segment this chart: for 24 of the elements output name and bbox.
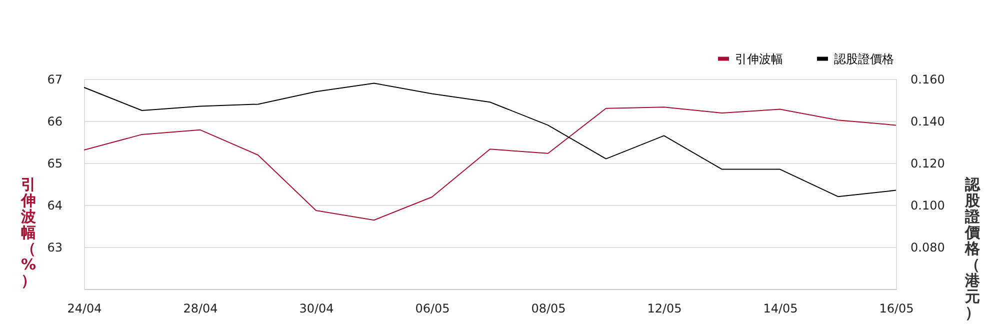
x-tick-label: 28/04 xyxy=(183,302,218,316)
y-tick-label: 63 xyxy=(47,240,62,254)
x-tick-label: 24/04 xyxy=(67,302,102,316)
x-tick-label: 14/05 xyxy=(763,302,798,316)
y2-tick-label: 0.100 xyxy=(910,198,945,212)
x-tick-label: 06/05 xyxy=(415,302,450,316)
legend-label: 認股證價格 xyxy=(834,52,894,66)
y-tick-label: 67 xyxy=(47,72,62,86)
x-tick-label: 08/05 xyxy=(531,302,566,316)
y-tick-label: 65 xyxy=(47,156,62,170)
x-tick-label: 16/05 xyxy=(879,302,914,316)
y-axis-title: 引伸波幅（%） xyxy=(20,176,36,290)
y2-tick-label: 0.140 xyxy=(910,114,945,128)
y-tick-label: 66 xyxy=(47,114,62,128)
line-series xyxy=(84,82,896,198)
y2-tick-label: 0.160 xyxy=(910,72,945,86)
x-tick-label: 12/05 xyxy=(647,302,682,316)
line-series xyxy=(84,106,896,221)
y2-tick-label: 0.120 xyxy=(910,156,945,170)
legend-label: 引伸波幅 xyxy=(735,52,783,66)
y2-tick-label: 0.080 xyxy=(910,240,945,254)
y-tick-label: 64 xyxy=(47,198,62,212)
text: 認股證價格（港元） xyxy=(965,176,980,322)
x-tick-label: 30/04 xyxy=(299,302,334,316)
